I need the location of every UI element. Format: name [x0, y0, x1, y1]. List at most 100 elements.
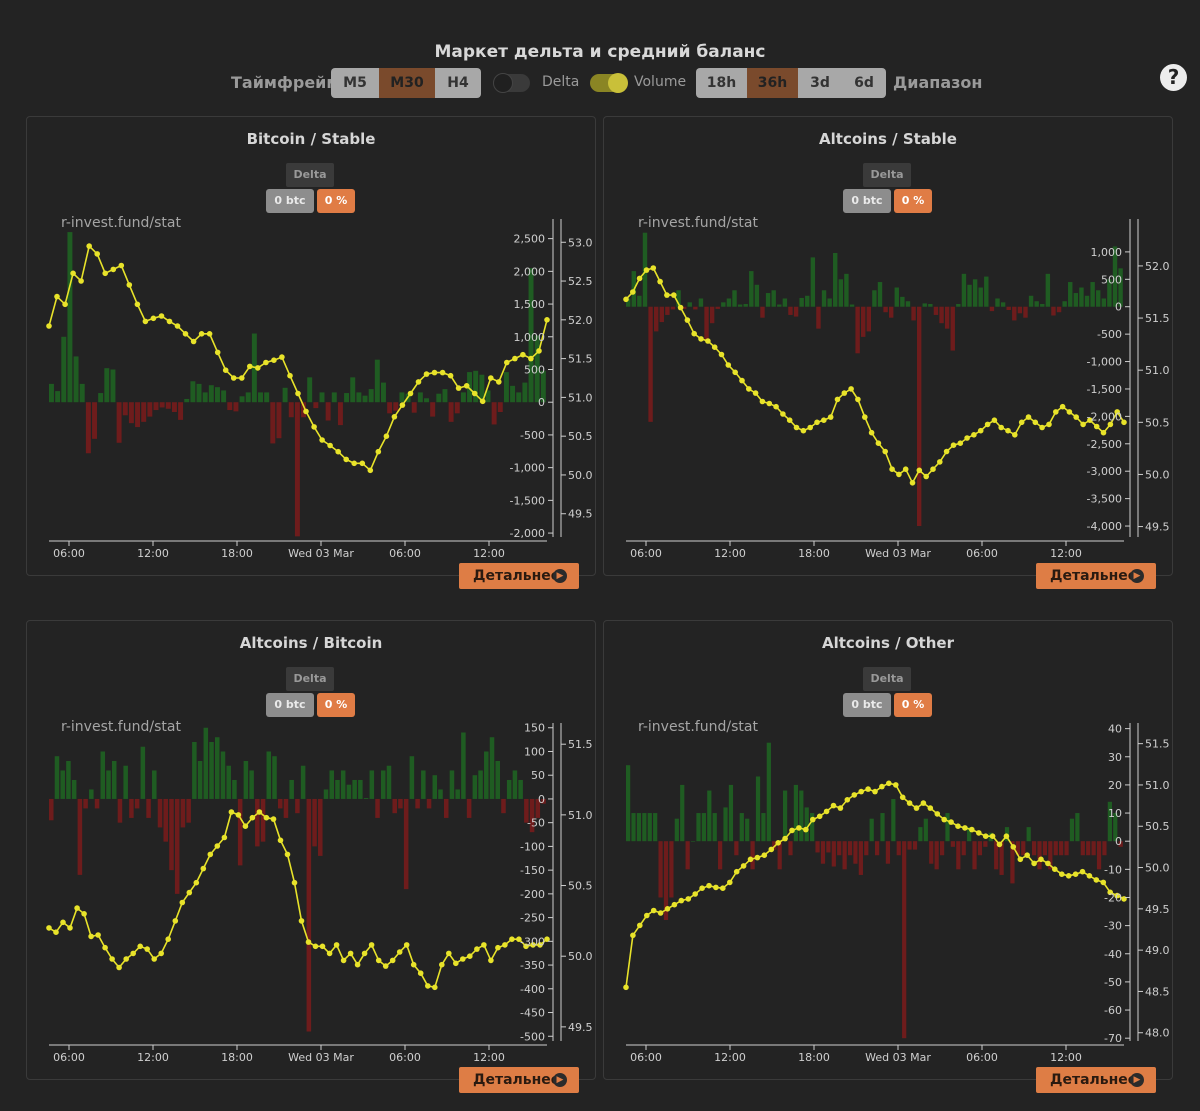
delta-bar: [1028, 295, 1034, 307]
balance-point: [78, 278, 84, 284]
range-36h-button[interactable]: 36h: [747, 68, 798, 98]
delta-bar: [430, 402, 436, 417]
balance-point: [222, 367, 229, 373]
delta-bar: [1056, 306, 1062, 313]
balance-point: [447, 372, 454, 379]
delta-bar: [197, 760, 203, 799]
delta-bar: [66, 760, 71, 799]
details-button[interactable]: Детальнее ▶: [459, 1067, 579, 1093]
delta-bar: [71, 779, 77, 799]
balance-point: [923, 473, 929, 480]
delta-bar: [381, 770, 386, 799]
delta-bar: [61, 336, 67, 403]
balance-point: [335, 448, 342, 455]
balance-point: [733, 868, 740, 875]
left-axis-tick-label: -4,000: [1087, 520, 1122, 533]
balance-point: [1093, 877, 1100, 883]
btc-value-badge: 0 btc: [266, 189, 314, 213]
balance-point: [1053, 409, 1059, 415]
delta-bar: [54, 756, 60, 799]
range-6d-button[interactable]: 6d: [842, 68, 886, 98]
balance-point: [747, 856, 754, 863]
left-axis-tick-label: 100: [524, 745, 545, 758]
left-axis-tick-label: -200: [520, 888, 545, 901]
delta-bar: [1034, 301, 1039, 307]
left-axis-tick-label: -2,000: [510, 527, 545, 540]
balance-point: [123, 956, 129, 962]
delta-bar: [392, 798, 397, 814]
delta-toggle[interactable]: [493, 73, 530, 93]
question-circle-icon[interactable]: ?: [1160, 64, 1187, 91]
x-axis-tick-label: Wed 03 Mar: [288, 1051, 354, 1061]
right-axis-tick-label: 50.5: [1145, 820, 1170, 833]
left-axis-tick-label: 0: [538, 793, 545, 806]
delta-bar: [721, 302, 726, 307]
details-button[interactable]: Детальнее ▶: [459, 563, 579, 589]
panel-title: Bitcoin / Stable: [246, 130, 376, 148]
x-axis-tick-label: 06:00: [53, 1051, 85, 1061]
delta-bar: [1069, 818, 1075, 842]
timeframe-m5-button[interactable]: M5: [331, 68, 379, 98]
delta-bar: [277, 798, 283, 809]
right-axis-tick-label: 50.5: [568, 430, 593, 443]
balance-point: [727, 879, 733, 886]
right-axis-tick-label: 50.5: [1145, 416, 1170, 429]
details-button[interactable]: Детальнее ▶: [1036, 563, 1156, 589]
balance-point: [858, 788, 864, 795]
range-3d-button[interactable]: 3d: [798, 68, 842, 98]
balance-point: [277, 837, 284, 844]
delta-bar: [134, 798, 140, 809]
balance-point: [279, 354, 285, 360]
x-axis-tick-label: Wed 03 Mar: [288, 547, 354, 557]
delta-bar: [313, 402, 319, 409]
balance-point: [118, 262, 125, 269]
delta-bar: [255, 798, 260, 847]
delta-bar: [888, 306, 894, 318]
delta-bar: [221, 390, 227, 403]
balance-point: [1107, 421, 1114, 428]
delta-bar: [540, 370, 546, 403]
balance-point: [816, 813, 823, 820]
timeframe-h4-button[interactable]: H4: [435, 68, 481, 98]
delta-bar: [393, 402, 399, 411]
delta-bar: [933, 306, 939, 315]
balance-point: [94, 251, 100, 257]
left-axis-tick-label: 0: [538, 396, 545, 409]
balance-point: [368, 942, 375, 948]
toggle-knob: [493, 73, 513, 93]
delta-bar: [880, 813, 885, 842]
details-button[interactable]: Детальнее ▶: [1036, 1067, 1156, 1093]
delta-badge: Delta: [863, 163, 911, 187]
delta-bar: [190, 381, 196, 403]
balance-point: [134, 301, 141, 308]
delta-bar: [1053, 841, 1058, 856]
delta-bar: [755, 776, 761, 842]
delta-bar: [301, 402, 307, 418]
delta-bar: [67, 232, 73, 403]
timeframe-m30-button[interactable]: M30: [379, 68, 435, 98]
delta-bar: [1062, 301, 1067, 307]
balance-point: [528, 355, 534, 362]
delta-bar: [956, 841, 961, 870]
volume-toggle[interactable]: [590, 73, 628, 93]
delta-bar: [1026, 827, 1031, 842]
balance-point: [200, 865, 207, 872]
delta-bar: [864, 841, 869, 856]
delta-bar: [685, 841, 690, 870]
delta-bar: [844, 273, 849, 307]
balance-point: [179, 899, 186, 906]
delta-bar: [461, 732, 466, 799]
delta-bar: [374, 359, 380, 403]
balance-point: [821, 417, 827, 424]
delta-bar: [1045, 273, 1051, 307]
balance-point: [1059, 871, 1065, 877]
panel-altcoins-stable: Altcoins / Stable Delta 0 btc 0 % 1,000 500 0 -…: [603, 116, 1173, 589]
delta-bar: [283, 798, 289, 818]
balance-point: [948, 819, 954, 825]
delta-bar: [455, 789, 460, 799]
delta-bar: [227, 402, 233, 411]
range-18h-button[interactable]: 18h: [696, 68, 747, 98]
balance-point: [389, 957, 396, 964]
x-axis-tick-label: 12:00: [714, 547, 746, 557]
balance-point: [868, 429, 875, 436]
